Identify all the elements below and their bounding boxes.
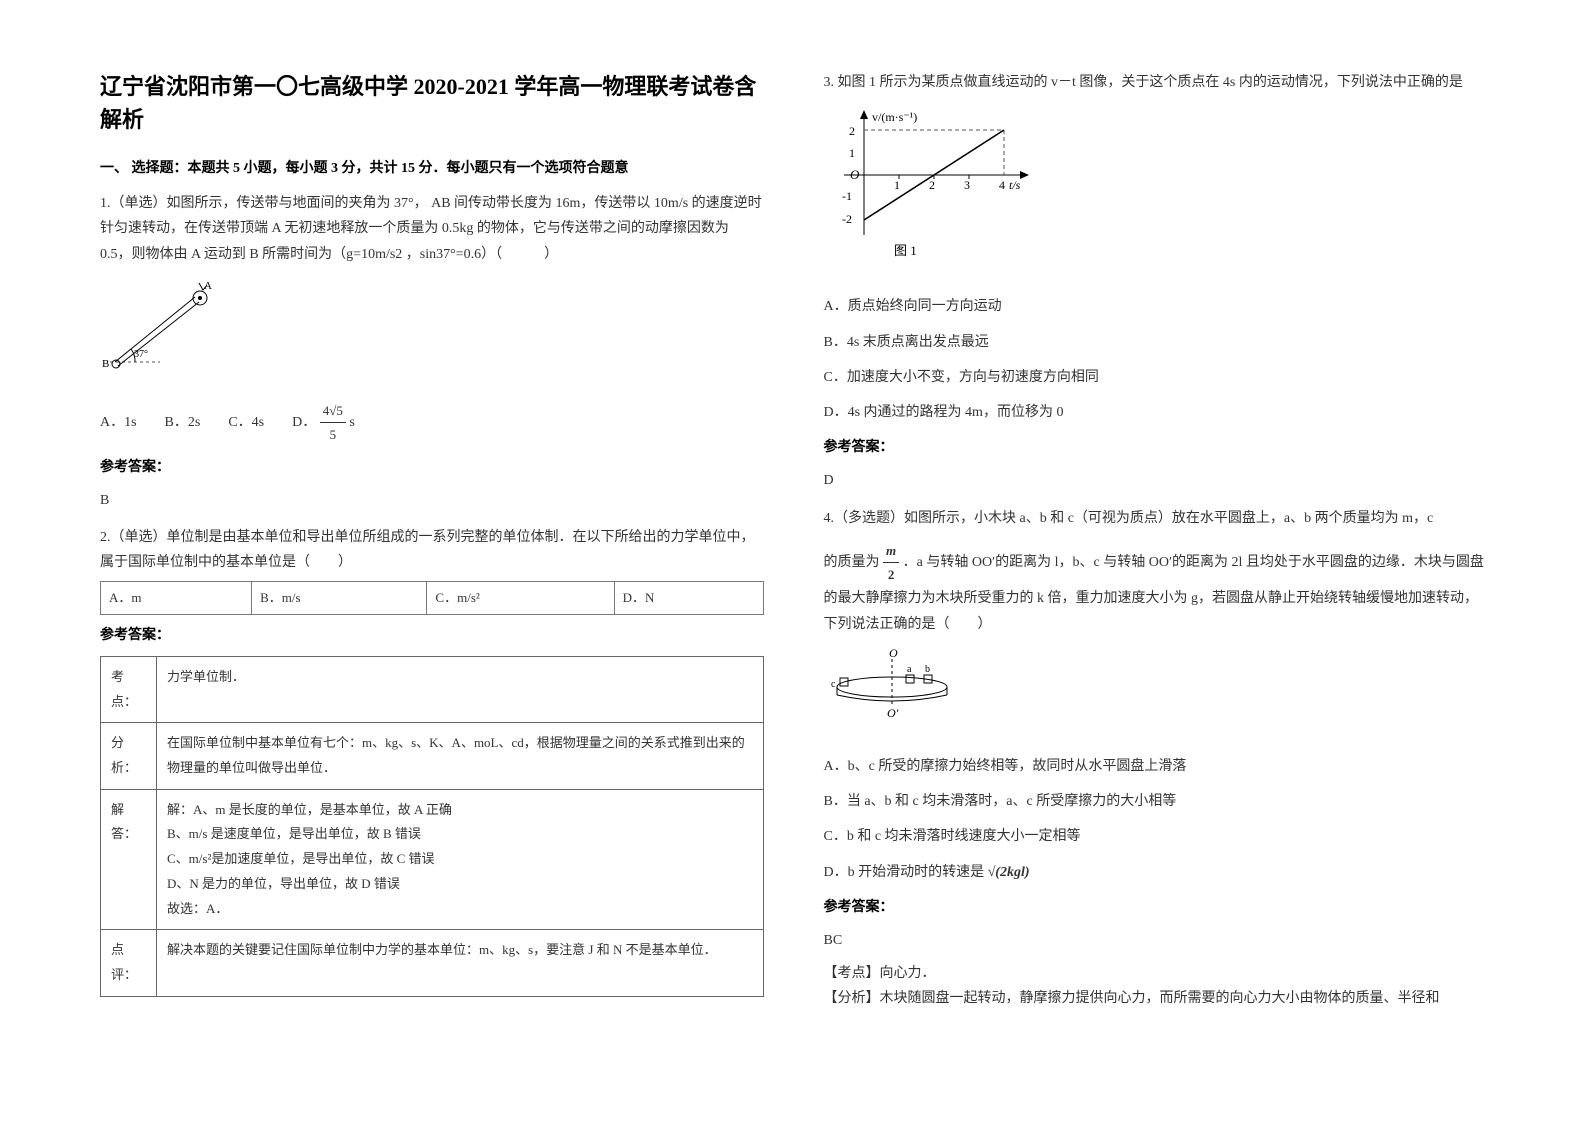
row-label: 解答： (101, 789, 157, 929)
svg-text:2: 2 (849, 124, 855, 138)
q3-stem: 3. 如图 1 所示为某质点做直线运动的 v－t 图像，关于这个质点在 4s 内… (824, 70, 1488, 95)
left-column: 辽宁省沈阳市第一〇七高级中学 2020-2021 学年高一物理联考试卷含解析 一… (100, 70, 764, 1052)
q1-answer-label: 参考答案： (100, 455, 764, 480)
sqrt-expr: √(2kgl) (988, 865, 1030, 880)
row-label: 分析： (101, 723, 157, 789)
q3-opt-d: D．4s 内通过的路程为 4m，而位移为 0 (824, 400, 1488, 425)
svg-text:B: B (102, 358, 109, 370)
frac-num: 4√5 (320, 399, 346, 423)
q1-options: A．1s B．2s C．4s D． 4√5 5 s (100, 399, 764, 447)
row-label: 考点： (101, 657, 157, 723)
q3-opt-a: A．质点始终向同一方向运动 (824, 294, 1488, 319)
frac-num: m (883, 539, 899, 563)
table-row: 分析： 在国际单位制中基本单位有七个：m、kg、s、K、A、moL、cd，根据物… (101, 723, 764, 789)
svg-text:t/s: t/s (1009, 178, 1021, 192)
q1-opt-d-fraction: 4√5 5 (320, 399, 346, 447)
row-text: 解决本题的关键要记住国际单位制中力学的基本单位：m、kg、s，要注意 J 和 N… (157, 930, 764, 996)
svg-text:A: A (204, 280, 212, 292)
svg-text:1: 1 (849, 146, 855, 160)
svg-text:-2: -2 (842, 212, 852, 226)
q4-stem-p1: 4.（多选题）如图所示，小木块 a、b 和 c（可视为质点）放在水平圆盘上，a、… (824, 506, 1488, 531)
svg-text:b: b (925, 664, 930, 675)
q4-p2-post: ．a 与转轴 OO′的距离为 l，b、c 与转轴 OO′的距离为 2l 且均处于… (824, 555, 1484, 632)
q4-opt-b: B．当 a、b 和 c 均未滑落时，a、c 所受摩擦力的大小相等 (824, 789, 1488, 814)
q4-opt-a: A．b、c 所受的摩擦力始终相等，故同时从水平圆盘上滑落 (824, 754, 1488, 779)
row-text: 解：A、m 是长度的单位，是基本单位，故 A 正确 B、m/s 是速度单位，是导… (157, 789, 764, 929)
right-column: 3. 如图 1 所示为某质点做直线运动的 v－t 图像，关于这个质点在 4s 内… (824, 70, 1488, 1052)
svg-text:O′: O′ (887, 706, 899, 720)
mass-fraction: m 2 (883, 539, 899, 587)
q1-stem: 1.（单选）如图所示，传送带与地面间的夹角为 37°， AB 间传动带长度为 1… (100, 191, 764, 267)
svg-text:v/(m·s⁻¹): v/(m·s⁻¹) (872, 110, 917, 124)
svg-text:3: 3 (964, 178, 970, 192)
disk-diagram: O a b c O′ (824, 645, 974, 725)
table-row: 点评： 解决本题的关键要记住国际单位制中力学的基本单位：m、kg、s，要注意 J… (101, 930, 764, 996)
svg-text:2: 2 (929, 178, 935, 192)
svg-text:1: 1 (894, 178, 900, 192)
svg-text:a: a (907, 664, 912, 675)
q2-explain-table: 考点： 力学单位制． 分析： 在国际单位制中基本单位有七个：m、kg、s、K、A… (100, 656, 764, 997)
opt-a: A．m (101, 582, 252, 614)
q4-p2-pre: 的质量为 (824, 555, 884, 570)
q4-opt-c: C．b 和 c 均未滑落时线速度大小一定相等 (824, 824, 1488, 849)
q4-stem-p2: 的质量为 m 2 ．a 与转轴 OO′的距离为 l，b、c 与转轴 OO′的距离… (824, 539, 1488, 637)
q4-analysis-1: 【考点】向心力． (824, 961, 1488, 986)
q4-analysis-2: 【分析】木块随圆盘一起转动，静摩擦力提供向心力，而所需要的向心力大小由物体的质量… (824, 986, 1488, 1011)
table-row: 解答： 解：A、m 是长度的单位，是基本单位，故 A 正确 B、m/s 是速度单… (101, 789, 764, 929)
table-row: A．m B．m/s C．m/s² D．N (101, 582, 764, 614)
frac-den: 5 (320, 423, 346, 446)
q1-opt-d-suffix: s (349, 415, 354, 430)
svg-text:图 1: 图 1 (894, 243, 917, 258)
conveyor-diagram: 37° A B (100, 277, 230, 372)
q4-d-pre: D．b 开始滑动时的转速是 (824, 865, 988, 880)
opt-b: B．m/s (252, 582, 427, 614)
svg-text:c: c (831, 679, 836, 690)
svg-text:37°: 37° (134, 349, 148, 360)
q2-options-table: A．m B．m/s C．m/s² D．N (100, 581, 764, 614)
q4-answer-label: 参考答案： (824, 895, 1488, 920)
opt-c: C．m/s² (427, 582, 614, 614)
question-4: 4.（多选题）如图所示，小木块 a、b 和 c（可视为质点）放在水平圆盘上，a、… (824, 506, 1488, 1012)
opt-d: D．N (614, 582, 763, 614)
table-row: 考点： 力学单位制． (101, 657, 764, 723)
row-text: 力学单位制． (157, 657, 764, 723)
q2-answer-label: 参考答案： (100, 623, 764, 648)
svg-text:O: O (889, 646, 898, 660)
svg-text:-1: -1 (842, 189, 852, 203)
frac-den: 2 (883, 563, 899, 586)
q3-answer: D (824, 468, 1488, 493)
svg-text:O: O (850, 167, 860, 182)
vt-graph: 2 1 -1 -2 1 2 3 4 O v/(m·s⁻¹) t/s 图 1 (824, 105, 1044, 265)
q1-answer: B (100, 488, 764, 513)
q3-answer-label: 参考答案： (824, 435, 1488, 460)
svg-text:4: 4 (999, 178, 1005, 192)
row-label: 点评： (101, 930, 157, 996)
q2-stem: 2.（单选）单位制是由基本单位和导出单位所组成的一系列完整的单位体制．在以下所给… (100, 525, 764, 575)
q3-opt-b: B．4s 末质点离出发点最远 (824, 330, 1488, 355)
row-text: 在国际单位制中基本单位有七个：m、kg、s、K、A、moL、cd，根据物理量之间… (157, 723, 764, 789)
q1-options-text: A．1s B．2s C．4s D． (100, 415, 316, 430)
q4-answer: BC (824, 928, 1488, 953)
question-3: 3. 如图 1 所示为某质点做直线运动的 v－t 图像，关于这个质点在 4s 内… (824, 70, 1488, 494)
question-1: 1.（单选）如图所示，传送带与地面间的夹角为 37°， AB 间传动带长度为 1… (100, 191, 764, 513)
q3-opt-c: C．加速度大小不变，方向与初速度方向相同 (824, 365, 1488, 390)
question-2: 2.（单选）单位制是由基本单位和导出单位所组成的一系列完整的单位体制．在以下所给… (100, 525, 764, 997)
section-1-head: 一、 选择题：本题共 5 小题，每小题 3 分，共计 15 分．每小题只有一个选… (100, 156, 764, 181)
q4-opt-d: D．b 开始滑动时的转速是 √(2kgl) (824, 860, 1488, 885)
document-title: 辽宁省沈阳市第一〇七高级中学 2020-2021 学年高一物理联考试卷含解析 (100, 70, 764, 136)
